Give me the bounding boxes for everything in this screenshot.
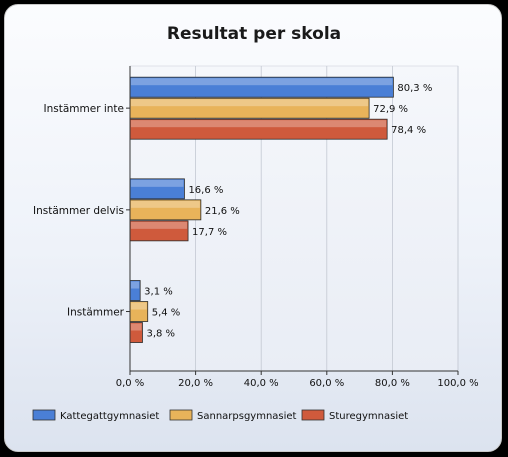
- legend-swatch: [301, 409, 325, 421]
- data-label: 78,4 %: [391, 125, 426, 136]
- legend-label: Sturegymnasiet: [329, 411, 408, 422]
- bar-highlight: [131, 99, 369, 107]
- legend-swatch: [32, 409, 56, 421]
- category-label: Instämmer inte: [44, 103, 125, 115]
- x-tick-label: 60,0 %: [309, 378, 344, 389]
- bar-highlight: [131, 179, 184, 187]
- legend-label: Sannarpsgymnasiet: [197, 411, 297, 422]
- data-label: 72,9 %: [373, 104, 408, 115]
- bar-highlight: [131, 200, 200, 208]
- x-tick-label: 0,0 %: [116, 378, 145, 389]
- bar-highlight: [131, 281, 140, 289]
- data-label: 16,6 %: [188, 185, 223, 196]
- bar-highlight: [131, 302, 147, 310]
- data-label: 21,6 %: [205, 206, 240, 217]
- x-tick-label: 100,0 %: [437, 378, 478, 389]
- bar-chart: Resultat per skola 80,3 % 72,9 % 78,4 % 16,…: [32, 24, 479, 422]
- data-label: 17,7 %: [192, 227, 227, 238]
- data-label: 3,8 %: [146, 329, 175, 340]
- data-label: 80,3 %: [397, 83, 432, 94]
- category-label: Instämmer: [67, 307, 125, 319]
- chart-card: Resultat per skola 80,3 % 72,9 % 78,4 % 16,…: [4, 4, 502, 452]
- bar-highlight: [131, 120, 387, 128]
- x-tick-label: 80,0 %: [375, 378, 410, 389]
- bar-highlight: [131, 78, 393, 86]
- legend-swatch: [169, 409, 193, 421]
- data-label: 5,4 %: [152, 308, 181, 319]
- legend-label: Kattegattgymnasiet: [60, 411, 159, 422]
- data-label: 3,1 %: [144, 287, 173, 298]
- x-tick-label: 20,0 %: [178, 378, 213, 389]
- chart-title: Resultat per skola: [167, 24, 341, 44]
- category-label: Instämmer delvis: [33, 205, 124, 217]
- bar-highlight: [131, 323, 142, 331]
- bar-highlight: [131, 221, 188, 229]
- x-tick-label: 40,0 %: [244, 378, 279, 389]
